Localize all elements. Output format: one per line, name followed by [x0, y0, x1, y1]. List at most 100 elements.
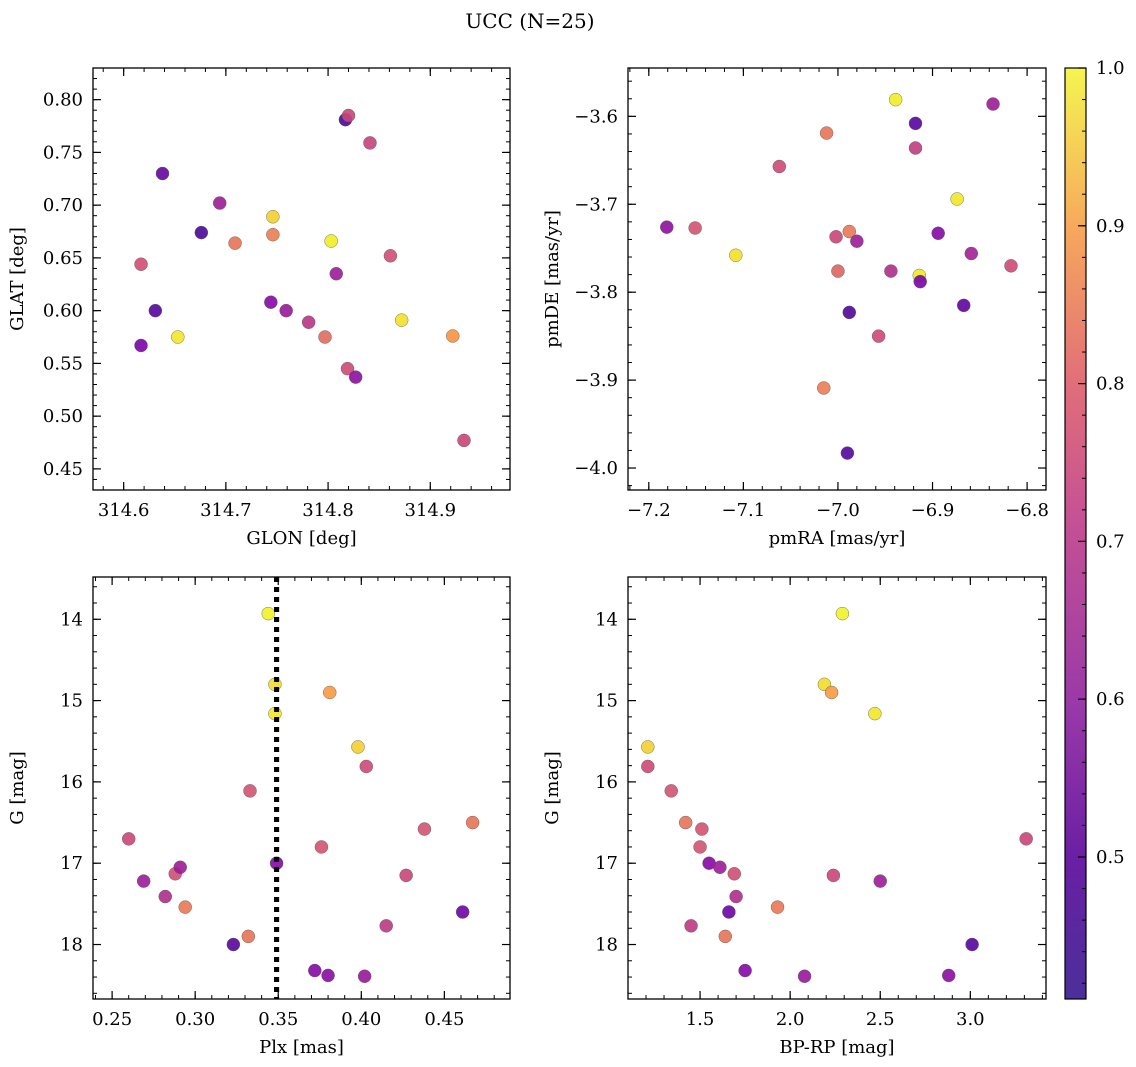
scatter-point	[178, 900, 192, 914]
scatter-point	[942, 968, 956, 983]
scatter-point	[122, 832, 136, 846]
scatter-point	[986, 97, 1000, 111]
scatter-point	[931, 226, 945, 240]
scatter-point	[173, 860, 187, 874]
y-axis-label: GLAT [deg]	[7, 227, 28, 331]
axes-frame	[92, 576, 511, 1000]
scatter-point	[243, 784, 257, 798]
scatter-point	[136, 874, 151, 888]
scatter-point	[134, 257, 148, 271]
y-tick-label: 0.55	[43, 353, 83, 374]
x-axis-label: GLON [deg]	[246, 528, 356, 549]
scatter-point	[341, 108, 356, 123]
y-tick-label: 0.80	[43, 90, 83, 111]
scatter-point	[1004, 259, 1018, 273]
scatter-point	[155, 166, 170, 181]
scatter-point	[770, 900, 785, 914]
y-axis-label: pmDE [mas/yr]	[542, 210, 563, 348]
scatter-point	[134, 338, 148, 353]
scatter-point	[641, 759, 655, 774]
scatter-point	[171, 330, 185, 344]
colorbar-tick-label: 0.5	[1096, 847, 1125, 868]
y-tick-label: 17	[595, 853, 618, 874]
scatter-point	[840, 446, 855, 460]
scatter-point	[264, 295, 278, 309]
scatter-point	[351, 740, 365, 754]
axes-frame	[627, 67, 1047, 491]
colorbar-gradient	[1064, 67, 1087, 1000]
scatter-point	[950, 192, 964, 206]
scatter-point	[835, 606, 850, 621]
y-tick-label: 17	[60, 853, 83, 874]
scatter-point	[684, 919, 698, 933]
scatter-point	[194, 225, 209, 240]
x-tick-label: 1.5	[686, 1009, 715, 1030]
x-axis-label: BP-RP [mag]	[779, 1037, 894, 1058]
scatter-point	[158, 889, 172, 904]
scatter-point	[266, 210, 280, 224]
scatter-point	[641, 740, 655, 754]
scatter-point	[964, 246, 978, 261]
panel-3: 0.25 0.30 0.35 0.40 0.45 14 15 16 17 18 Plx [mas] G…	[7, 576, 511, 1058]
scatter-point	[323, 685, 337, 700]
scatter-point	[722, 905, 736, 919]
scatter-point	[797, 969, 812, 983]
scatter-point	[228, 236, 242, 250]
x-tick-label: 0.40	[341, 1009, 381, 1030]
scatter-point	[457, 433, 471, 448]
y-tick-label: −3.8	[574, 282, 618, 303]
scatter-point	[357, 969, 372, 983]
y-tick-label: 0.60	[43, 301, 83, 322]
axes-frame	[627, 576, 1047, 1000]
scatter-point	[678, 815, 693, 830]
scatter-point	[399, 868, 413, 883]
scatter-point	[379, 919, 393, 933]
scatter-point	[965, 937, 979, 952]
scatter-point	[465, 815, 480, 830]
x-axis-label: Plx [mas]	[259, 1037, 344, 1058]
scatter-point	[888, 92, 903, 107]
scatter-point	[908, 141, 923, 155]
colorbar-tick-label: 0.6	[1096, 689, 1125, 710]
scatter-point	[417, 822, 432, 836]
scatter-point	[340, 361, 355, 376]
scatter-point	[831, 264, 845, 278]
scatter-point	[321, 968, 335, 983]
x-tick-label: 3.0	[956, 1009, 985, 1030]
scatter-point	[660, 220, 674, 234]
scatter-point	[727, 867, 742, 881]
scatter-point	[308, 963, 322, 978]
scatter-point	[871, 329, 886, 343]
x-tick-label: 0.30	[175, 1009, 215, 1030]
scatter-point	[718, 929, 732, 944]
y-tick-label: 16	[595, 772, 618, 793]
scatter-point	[226, 937, 241, 952]
x-tick-label: −7.0	[816, 500, 860, 521]
y-tick-label: 0.65	[43, 248, 83, 269]
scatter-point	[819, 126, 834, 140]
x-axis-label: pmRA [mas/yr]	[769, 528, 906, 549]
x-tick-label: 0.35	[258, 1009, 298, 1030]
y-tick-label: 14	[595, 609, 618, 630]
y-tick-label: 15	[595, 691, 618, 712]
y-tick-label: 0.75	[43, 142, 83, 163]
scatter-point	[738, 963, 752, 978]
scatter-point	[359, 759, 373, 774]
x-tick-label: 0.45	[424, 1009, 464, 1030]
y-tick-label: 16	[60, 772, 83, 793]
scatter-point	[868, 706, 882, 721]
y-tick-label: −3.9	[574, 370, 618, 391]
scatter-point	[817, 381, 831, 395]
panel-2: −7.2 −7.1 −7.0 −6.9 −6.8 −4.0 −3.9 −3.8 −3.7 −3.6…	[542, 67, 1049, 549]
scatter-point	[850, 234, 864, 248]
y-tick-label: −4.0	[574, 458, 618, 479]
scatter-point	[713, 860, 727, 874]
x-tick-label: −7.1	[722, 500, 766, 521]
scatter-point	[829, 230, 843, 244]
scatter-point	[693, 840, 707, 854]
scatter-point	[446, 329, 460, 343]
y-tick-label: 15	[60, 691, 83, 712]
scatter-point	[826, 868, 841, 883]
scatter-point	[394, 313, 409, 327]
